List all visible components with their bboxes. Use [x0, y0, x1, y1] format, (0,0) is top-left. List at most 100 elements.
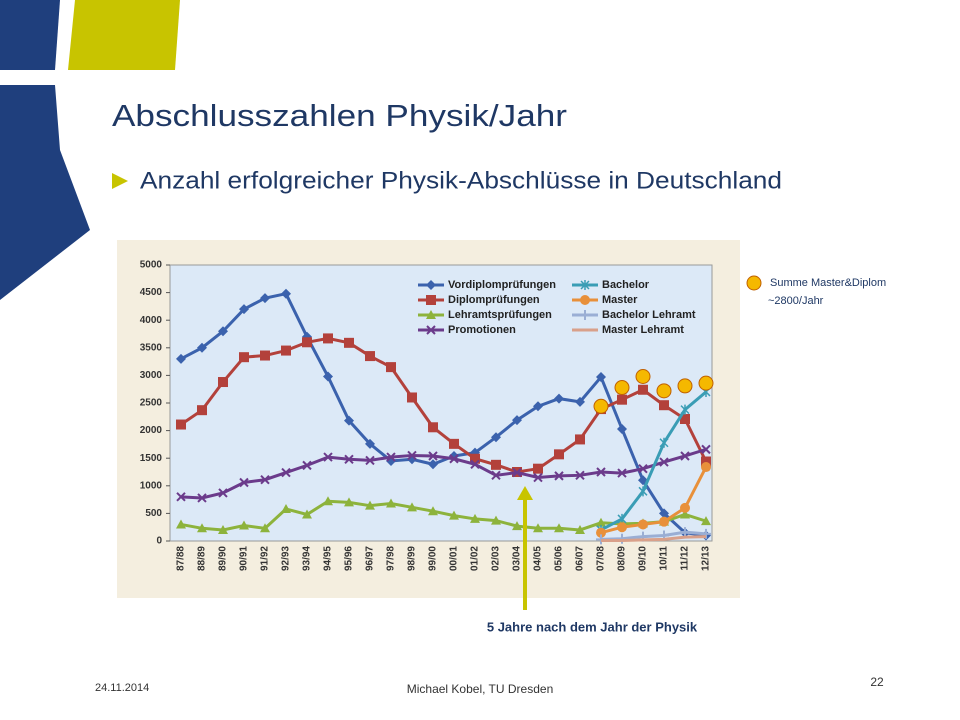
marker	[281, 467, 291, 478]
y-tick-label: 2500	[140, 398, 163, 409]
x-tick-label: 09/10	[638, 546, 649, 571]
y-tick-label: 1000	[140, 480, 163, 491]
marker	[365, 500, 375, 510]
x-tick-label: 00/01	[449, 546, 460, 571]
marker	[554, 449, 564, 460]
marker	[575, 434, 585, 445]
marker	[428, 451, 438, 461]
x-tick-label: 96/97	[365, 546, 376, 571]
sum-legend-marker	[746, 275, 762, 291]
marker	[428, 422, 438, 433]
footer-date: 24.11.2014	[95, 682, 149, 694]
marker	[617, 533, 627, 544]
marker	[407, 502, 417, 512]
marker	[575, 396, 585, 407]
marker	[344, 337, 354, 348]
sum-marker	[593, 398, 609, 414]
marker	[323, 452, 333, 462]
marker	[218, 377, 228, 388]
marker	[386, 498, 396, 508]
marker	[239, 520, 249, 530]
marker	[197, 405, 207, 416]
sum-marker	[656, 383, 672, 399]
marker	[596, 517, 606, 527]
series-line	[601, 535, 707, 542]
marker	[554, 393, 564, 404]
marker	[596, 372, 606, 383]
marker	[659, 457, 669, 467]
y-tick-label: 1500	[140, 453, 163, 464]
sum-marker	[635, 369, 651, 385]
marker	[533, 401, 543, 412]
x-tick-label: 11/12	[680, 546, 691, 571]
y-tick-label: 0	[156, 536, 162, 547]
decoration	[0, 0, 180, 300]
bullet	[112, 173, 128, 189]
marker	[638, 384, 648, 395]
marker	[344, 497, 354, 507]
slide-title: Abschlusszahlen Physik/Jahr	[112, 98, 567, 133]
y-tick-label: 2000	[140, 425, 163, 436]
marker	[386, 362, 396, 373]
y-tick-label: 500	[145, 508, 162, 519]
page-number: 22	[870, 675, 884, 689]
marker	[701, 462, 711, 473]
marker	[197, 342, 207, 353]
x-tick-label: 94/95	[323, 546, 334, 571]
x-tick-label: 89/90	[218, 546, 229, 571]
marker	[260, 350, 270, 361]
marker	[344, 454, 354, 465]
marker	[580, 310, 590, 320]
annotation-text: 5 Jahre nach dem Jahr der Physik	[487, 619, 698, 634]
marker	[302, 460, 312, 471]
x-tick-label: 95/96	[344, 546, 355, 571]
marker	[580, 295, 590, 305]
marker	[344, 415, 354, 426]
marker	[239, 304, 249, 315]
marker	[638, 486, 648, 497]
marker	[365, 455, 375, 466]
marker	[533, 472, 543, 483]
marker	[470, 453, 480, 464]
marker	[680, 451, 690, 461]
marker	[323, 496, 333, 506]
x-tick-label: 06/07	[575, 546, 586, 571]
marker	[281, 288, 291, 299]
x-tick-label: 92/93	[281, 546, 292, 571]
x-tick-label: 10/11	[659, 546, 670, 571]
marker	[449, 438, 459, 449]
marker	[659, 516, 669, 527]
x-tick-label: 03/04	[512, 546, 523, 571]
marker	[260, 475, 270, 485]
marker	[426, 310, 436, 319]
marker	[197, 493, 207, 503]
legend-label: Master Lehramt	[602, 324, 684, 336]
x-tick-label: 88/89	[197, 546, 208, 571]
y-tick-label: 3000	[140, 370, 163, 381]
marker	[659, 400, 669, 411]
marker	[302, 509, 312, 519]
marker	[512, 467, 522, 478]
marker	[176, 519, 186, 529]
legend-label: Vordiplomprüfungen	[448, 279, 556, 291]
marker	[596, 467, 606, 477]
marker	[596, 527, 606, 538]
marker	[449, 454, 459, 464]
marker	[218, 524, 228, 534]
series-line	[180, 447, 707, 500]
legend-label: Bachelor Lehramt	[602, 309, 696, 321]
marker	[302, 337, 312, 348]
marker	[701, 456, 711, 467]
marker	[197, 523, 207, 533]
x-tick-label: 05/06	[554, 546, 565, 571]
marker	[323, 333, 333, 344]
marker	[512, 521, 522, 531]
x-tick-label: 99/00	[428, 546, 439, 571]
marker	[176, 419, 186, 430]
marker	[470, 513, 480, 523]
sum-legend-label: Summe Master&Diplom	[770, 277, 886, 289]
annotation-arrowhead	[517, 486, 533, 500]
marker	[680, 502, 690, 513]
x-tick-label: 98/99	[407, 546, 418, 571]
